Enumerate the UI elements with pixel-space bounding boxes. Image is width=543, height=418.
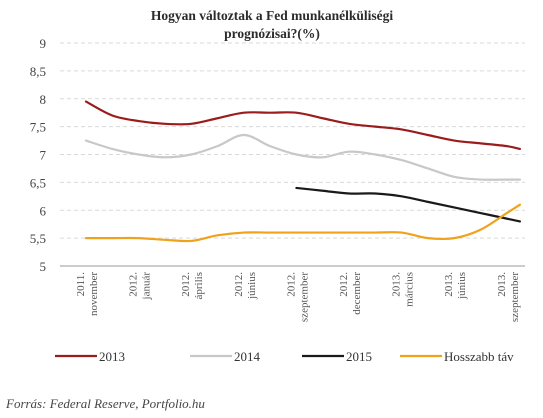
x-tick-label-month: január (141, 272, 153, 301)
series-lines (84, 100, 522, 243)
y-tick-label: 9 (40, 36, 47, 51)
x-tick-label: 2011. november (75, 272, 100, 316)
series-line-2014 (84, 133, 522, 181)
y-tick-label: 7,5 (30, 120, 46, 135)
x-tick-label: 2012. április (180, 272, 205, 300)
y-tick-label: 7 (40, 148, 47, 163)
y-tick-label: 8 (40, 92, 47, 107)
x-tick-label-month: március (404, 272, 416, 307)
x-tick-label: 2013. március (391, 272, 416, 307)
x-tick-label-month: november (88, 272, 100, 316)
x-tick-label-year: 2012. (233, 272, 245, 297)
y-tick-label: 6 (40, 203, 47, 218)
x-tick-label-month: április (193, 272, 205, 300)
x-tick-label: 2013. szeptember (496, 272, 521, 322)
y-tick-label: 8,5 (30, 64, 46, 79)
x-tick-label: 2012. június (233, 272, 258, 300)
source-note: Forrás: Federal Reserve, Portfolio.hu (5, 396, 205, 411)
x-tick-label: 2012. december (338, 272, 363, 315)
y-tick-label: 5 (40, 259, 47, 274)
legend-label: 2014 (234, 349, 261, 364)
chart-title-line-1: Hogyan változtak a Fed munkanélküliségi (151, 8, 394, 23)
x-tick-label-month: december (351, 272, 363, 315)
x-tick-label-year: 2012. (128, 272, 140, 297)
x-tick-label: 2012. szeptember (285, 272, 310, 322)
x-tick-label-year: 2012. (285, 272, 297, 297)
legend: 2013 2014 2015 Hosszabb táv (55, 349, 514, 364)
y-axis: 9 8,5 8 7,5 7 6,5 6 5,5 5 (30, 36, 525, 274)
x-tick-label-year: 2013. (391, 272, 403, 297)
x-axis: 2011. november 2012. január 2012. április 2012… (75, 272, 521, 322)
series-line-hosszabb-táv (84, 203, 522, 243)
x-tick-label-month: június (246, 272, 258, 300)
chart-title-line-2: prognózisai?(%) (224, 26, 320, 41)
x-tick-label-month: szeptember (298, 272, 310, 322)
legend-label: 2013 (99, 349, 125, 364)
y-tick-label: 6,5 (30, 175, 46, 190)
legend-label: 2015 (346, 349, 372, 364)
x-tick-label-month: szeptember (509, 272, 521, 322)
legend-label: Hosszabb táv (444, 349, 514, 364)
x-tick-label-year: 2013. (443, 272, 455, 297)
x-tick-label: 2012. január (128, 272, 153, 301)
x-tick-label-year: 2012. (180, 272, 192, 297)
x-tick-label-year: 2012. (338, 272, 350, 297)
series-line-2013 (84, 100, 522, 151)
x-tick-label-year: 2013. (496, 272, 508, 297)
series-line-2015 (295, 186, 522, 223)
x-tick-label: 2013. június (443, 272, 468, 300)
x-tick-label-month: június (456, 272, 468, 300)
x-tick-label-year: 2011. (75, 272, 87, 297)
y-tick-label: 5,5 (30, 231, 46, 246)
